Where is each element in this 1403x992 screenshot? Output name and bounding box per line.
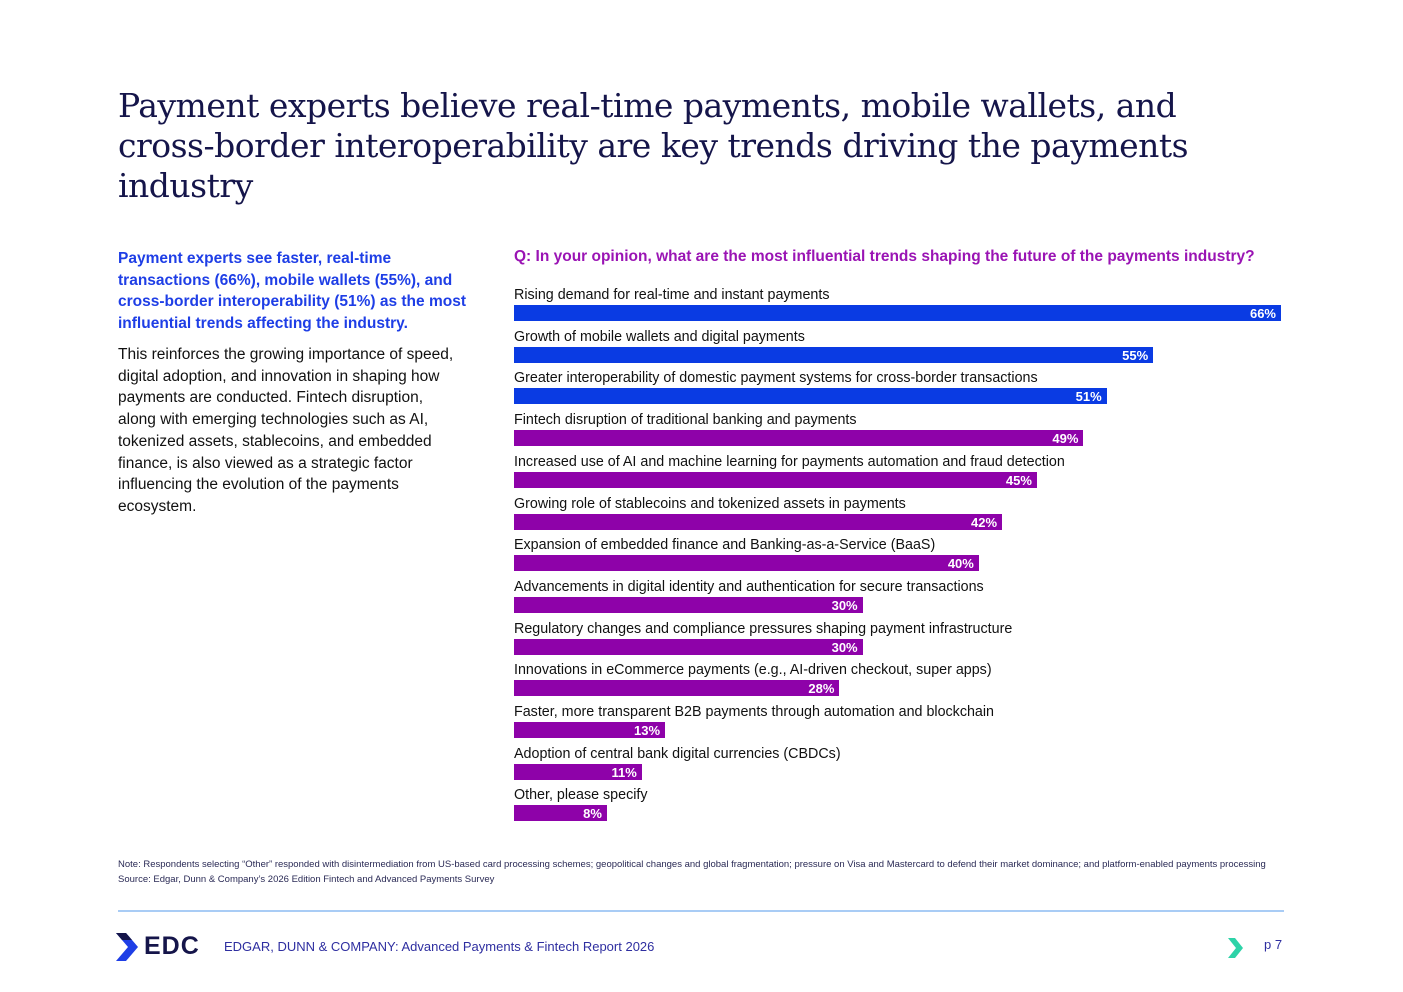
bar: 30% <box>514 638 863 655</box>
source-text: Source: Edgar, Dunn & Company’s 2026 Edi… <box>118 874 495 885</box>
bar: 40% <box>514 555 979 572</box>
bar: 8% <box>514 805 607 822</box>
bar-row: Adoption of central bank digital currenc… <box>514 745 841 785</box>
bar-row: Faster, more transparent B2B payments th… <box>514 703 994 743</box>
bar-row: Regulatory changes and compliance pressu… <box>514 620 1012 660</box>
bar: 66% <box>514 305 1281 321</box>
chart-title: Q: In your opinion, what are the most in… <box>514 248 1255 265</box>
bar-row: Rising demand for real-time and instant … <box>514 286 1281 326</box>
bar: 30% <box>514 596 863 613</box>
category-label: Innovations in eCommerce payments (e.g.,… <box>514 662 992 679</box>
bar-row: Innovations in eCommerce payments (e.g.,… <box>514 661 992 701</box>
category-label: Advancements in digital identity and aut… <box>514 578 984 595</box>
footnote: Note: Respondents selecting “Other” resp… <box>118 857 1278 887</box>
footer-text: EDGAR, DUNN & COMPANY: Advanced Payments… <box>224 939 655 954</box>
bar-row: Other, please specify 8% <box>514 786 648 826</box>
bar-row: Advancements in digital identity and aut… <box>514 578 984 618</box>
bar-row: Fintech disruption of traditional bankin… <box>514 411 1084 451</box>
category-label: Growing role of stablecoins and tokenize… <box>514 495 906 512</box>
bar: 42% <box>514 513 1003 530</box>
body-text: This reinforces the growing importance o… <box>118 346 454 515</box>
logo-chevron-icon <box>116 932 138 961</box>
bar: 13% <box>514 722 666 738</box>
category-label: Fintech disruption of traditional bankin… <box>514 412 857 429</box>
bar: 49% <box>514 430 1084 447</box>
page-title: Payment experts believe real-time paymen… <box>118 86 1189 205</box>
bar-row: Expansion of embedded finance and Bankin… <box>514 536 979 576</box>
category-label: Adoption of central bank digital currenc… <box>514 745 841 762</box>
bar-row: Growing role of stablecoins and tokenize… <box>514 495 1003 535</box>
logo-text: EDC <box>144 932 200 960</box>
bar: 51% <box>514 388 1107 405</box>
category-label: Faster, more transparent B2B payments th… <box>514 704 995 720</box>
category-label: Greater interoperability of domestic pay… <box>514 370 1038 387</box>
category-label: Expansion of embedded finance and Bankin… <box>514 537 936 554</box>
key-finding: Payment experts see faster, real-time tr… <box>118 250 466 332</box>
divider <box>118 910 1284 912</box>
category-label: Increased use of AI and machine learning… <box>514 453 1065 470</box>
category-label: Rising demand for real-time and instant … <box>514 287 830 303</box>
bar-row: Greater interoperability of domestic pay… <box>514 369 1107 409</box>
category-label: Regulatory changes and compliance pressu… <box>514 620 1013 637</box>
page-number: p 7 <box>1264 937 1283 952</box>
bar: 55% <box>514 346 1154 363</box>
category-label: Other, please specify <box>514 787 648 804</box>
note-text: Note: Respondents selecting “Other” resp… <box>118 859 1266 870</box>
bar: 28% <box>514 680 840 697</box>
bar: 11% <box>514 763 642 780</box>
category-label: Growth of mobile wallets and digital pay… <box>514 328 805 345</box>
edc-logo: EDC <box>116 932 200 961</box>
bar-row: Growth of mobile wallets and digital pay… <box>514 328 1154 368</box>
bar: 45% <box>514 471 1037 488</box>
chevron-right-icon <box>1228 938 1243 958</box>
bar-row: Increased use of AI and machine learning… <box>514 453 1065 493</box>
